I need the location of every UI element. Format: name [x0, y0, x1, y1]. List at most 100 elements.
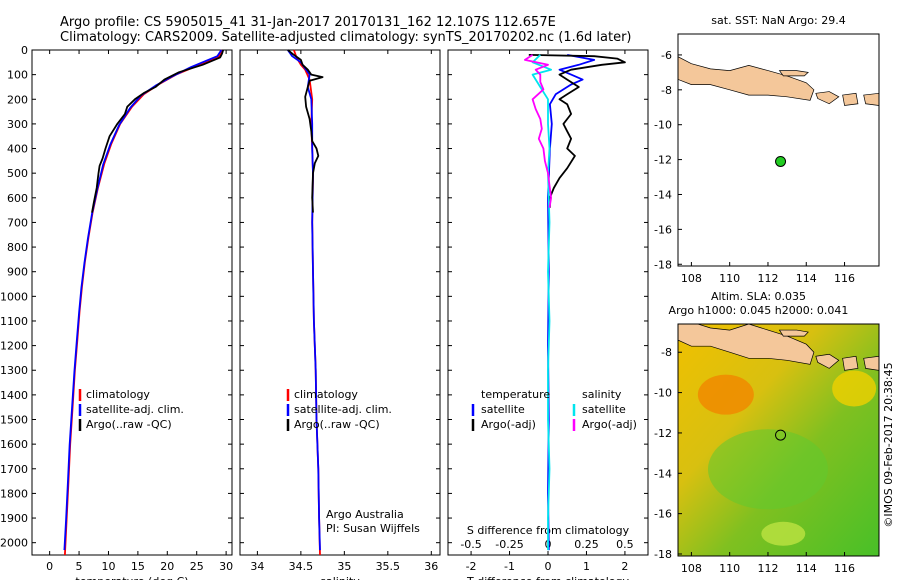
x-tick-label: 15	[131, 560, 145, 573]
title-line-1: Argo profile: CS 5905015_41 31-Jan-2017 …	[60, 15, 556, 30]
lon-tick-label: 108	[681, 562, 702, 575]
x-tick-label: 10	[101, 560, 115, 573]
salinity-series-1	[287, 49, 321, 551]
temperature-panel: 0100200300400500600700800900100011001200…	[0, 44, 233, 580]
x-tick-label: 34.5	[289, 560, 314, 573]
lon-tick-label: 114	[796, 272, 817, 285]
legend-label: satellite-adj. clim.	[86, 403, 184, 416]
lat-tick-label: -10	[654, 119, 672, 132]
temperature-series-2	[91, 49, 225, 213]
salinity-x-axis-label: salinity	[320, 575, 360, 580]
lon-tick-label: 108	[681, 272, 702, 285]
legend-label: temperature	[481, 388, 550, 401]
x-tick-label: 0	[46, 560, 53, 573]
madura-island	[778, 329, 809, 337]
lon-tick-label: 116	[834, 272, 855, 285]
legend-label: Argo(..raw -QC)	[294, 418, 380, 431]
s-tick-label: 0.5	[616, 538, 634, 551]
temperature-series-0	[64, 49, 223, 556]
bali-island	[815, 91, 840, 105]
depth-tick-label: 900	[7, 266, 28, 279]
legend-label: satellite	[481, 403, 525, 416]
depth-tick-label: 1300	[0, 364, 28, 377]
argo-height-note: Argo h1000: 0.045 h2000: 0.041	[669, 304, 849, 317]
lat-tick-label: -16	[654, 223, 672, 236]
depth-tick-label: 0	[21, 44, 28, 57]
lombok-island	[842, 355, 859, 371]
data-source-note: PI: Susan Wijffels	[326, 522, 420, 535]
s-tick-label: -0.25	[495, 538, 523, 551]
depth-tick-label: 1600	[0, 438, 28, 451]
legend-label: Argo(-adj)	[481, 418, 536, 431]
depth-tick-label: 500	[7, 167, 28, 180]
s-tick-label: -0.5	[460, 538, 481, 551]
legend-label: satellite	[582, 403, 626, 416]
temperature-x-axis-label: temperature (deg C)	[75, 575, 188, 580]
x-tick-label: -1	[504, 560, 515, 573]
sumbawa-island	[863, 355, 879, 371]
java-landmass	[678, 324, 815, 365]
lat-tick-label: -10	[654, 387, 672, 400]
depth-tick-label: 1900	[0, 512, 28, 525]
salinity-series-2	[287, 49, 324, 213]
difference-x-axis-label: T difference from climatology	[466, 575, 629, 580]
lat-tick-label: -16	[654, 508, 672, 521]
lat-tick-label: -12	[654, 427, 672, 440]
depth-tick-label: 1100	[0, 315, 28, 328]
bali-island	[815, 353, 840, 369]
legend-label: Argo(..raw -QC)	[86, 418, 172, 431]
legend-label: salinity	[582, 388, 622, 401]
imos-timestamp: ©IMOS 09-Feb-2017 20:38:45	[882, 362, 895, 527]
sumbawa-island	[863, 92, 879, 106]
depth-tick-label: 700	[7, 216, 28, 229]
sst_map: 108 110 112 114 116 -6 -8 -10 -12 -14 -16 -18 sat. S…	[654, 14, 880, 285]
x-tick-label: 5	[76, 560, 83, 573]
difference-series-1	[528, 54, 626, 208]
depth-tick-label: 800	[7, 241, 28, 254]
title-line-2: Climatology: CARS2009. Satellite-adjuste…	[60, 30, 632, 45]
lon-tick-label: 110	[719, 562, 740, 575]
lon-tick-label: 116	[834, 562, 855, 575]
lon-tick-label: 110	[719, 272, 740, 285]
x-tick-label: 36	[424, 560, 438, 573]
lat-tick-label: -8	[661, 84, 672, 97]
x-tick-label: 30	[219, 560, 233, 573]
x-tick-label: 0	[545, 560, 552, 573]
depth-tick-label: 1500	[0, 414, 28, 427]
legend-label: climatology	[86, 388, 150, 401]
legend-label: satellite-adj. clim.	[294, 403, 392, 416]
salinity-panel: 34 34.5 35 35.5 36 salinity climatology satelli…	[239, 49, 441, 580]
difference-series-0	[547, 54, 596, 551]
java-landmass	[678, 34, 815, 101]
x-tick-label: 35.5	[376, 560, 401, 573]
depth-tick-label: 600	[7, 192, 28, 205]
depth-tick-label: 400	[7, 143, 28, 156]
lon-tick-label: 112	[757, 272, 778, 285]
x-tick-label: 34	[250, 560, 264, 573]
depth-tick-label: 200	[7, 93, 28, 106]
depth-tick-label: 100	[7, 69, 28, 82]
difference-panel: -2 -1 0 1 2 T difference from climatology -0.5…	[447, 49, 649, 580]
lon-tick-label: 114	[796, 562, 817, 575]
depth-tick-label: 2000	[0, 537, 28, 550]
x-tick-label: 1	[583, 560, 590, 573]
sla-high-anomaly	[697, 374, 754, 415]
lat-tick-label: -8	[661, 346, 672, 359]
sla-map-title: Altim. SLA: 0.035	[711, 290, 806, 303]
x-tick-label: 35	[337, 560, 351, 573]
x-tick-label: 20	[160, 560, 174, 573]
x-tick-label: 2	[621, 560, 628, 573]
data-source-note: Argo Australia	[326, 508, 404, 521]
depth-tick-label: 300	[7, 118, 28, 131]
lon-tick-label: 112	[757, 562, 778, 575]
s-tick-label: 0.25	[574, 538, 599, 551]
difference-series-3	[524, 54, 552, 208]
lat-tick-label: -6	[661, 49, 672, 62]
argo-float-marker	[775, 429, 787, 441]
temperature-frame	[31, 49, 233, 556]
sst-map-title: sat. SST: NaN Argo: 29.4	[711, 14, 845, 27]
sla-east-patch	[832, 370, 877, 407]
lat-tick-label: -18	[654, 548, 672, 561]
lat-tick-label: -14	[654, 467, 672, 480]
